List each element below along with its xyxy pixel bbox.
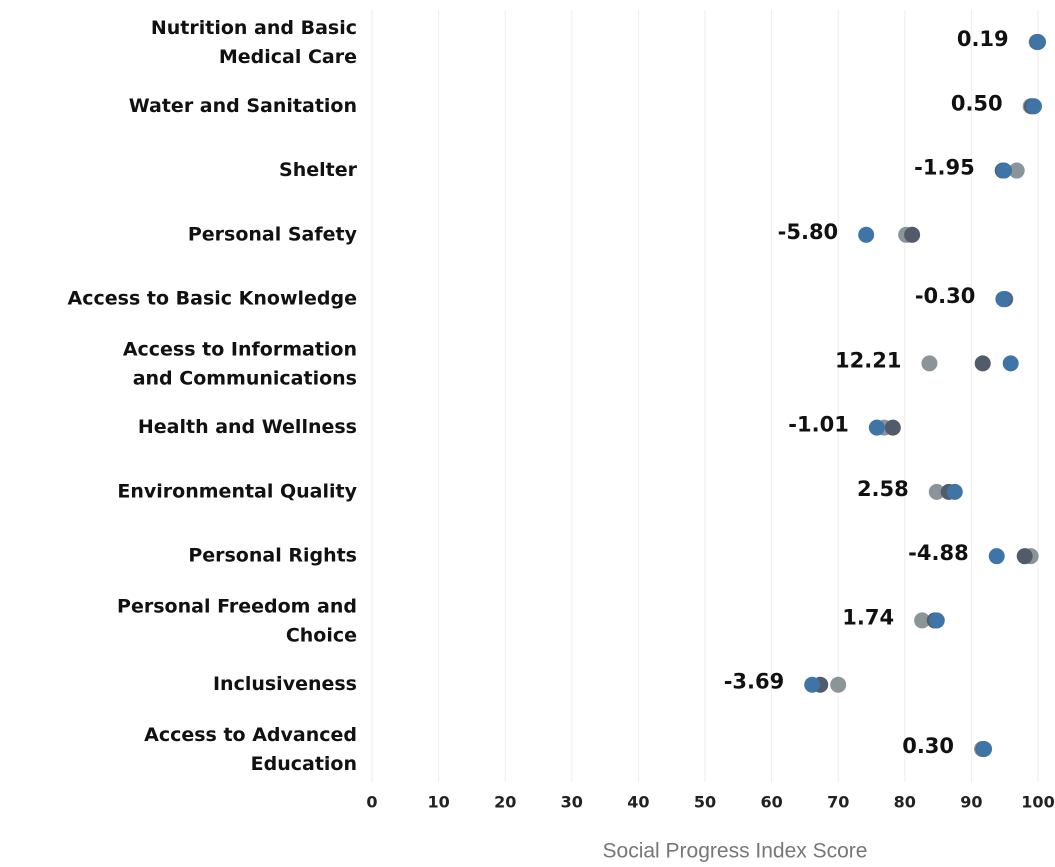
dot [830, 676, 847, 693]
dot [921, 355, 938, 372]
change-label: -0.30 [915, 284, 976, 308]
x-tick-label: 0 [366, 793, 377, 812]
change-label: 0.30 [902, 734, 954, 758]
x-tick-label: 10 [427, 793, 449, 812]
dot [1008, 162, 1025, 179]
change-label: 1.74 [842, 605, 894, 629]
change-label: 0.50 [951, 91, 1003, 115]
category-label: Access to Basic Knowledge [68, 288, 357, 310]
dot [995, 291, 1012, 308]
x-tick-label: 100 [1021, 793, 1054, 812]
x-tick-label: 30 [561, 793, 583, 812]
dot [928, 483, 945, 500]
dot [904, 226, 921, 243]
x-tick-label: 20 [494, 793, 516, 812]
change-label: -5.80 [778, 220, 839, 244]
category-label: Environmental Quality [117, 480, 357, 502]
category-label: Access to Advanced Education [144, 723, 357, 774]
dot [976, 740, 993, 757]
x-tick-label: 50 [694, 793, 716, 812]
x-tick-label: 40 [627, 793, 649, 812]
category-label: Personal Freedom and Choice [117, 595, 357, 646]
dot [974, 355, 991, 372]
change-label: 12.21 [835, 348, 901, 372]
x-tick-label: 70 [827, 793, 849, 812]
dot [946, 483, 963, 500]
dot [1016, 548, 1033, 565]
category-label: Access to Information and Communications [123, 338, 357, 389]
x-tick-label: 60 [760, 793, 782, 812]
category-label: Water and Sanitation [129, 95, 357, 117]
dot [868, 419, 885, 436]
dot [884, 419, 901, 436]
x-axis-title: Social Progress Index Score [603, 840, 868, 863]
category-label: Inclusiveness [213, 673, 357, 695]
change-label: -3.69 [724, 670, 785, 694]
change-label: 2.58 [857, 477, 909, 501]
dot [1002, 355, 1019, 372]
dot [858, 226, 875, 243]
dot [914, 612, 931, 629]
dot [996, 162, 1013, 179]
category-label: Health and Wellness [138, 416, 357, 438]
dot [928, 612, 945, 629]
category-label: Personal Safety [188, 223, 358, 245]
dot [1026, 98, 1043, 115]
change-label: -1.95 [914, 156, 975, 180]
x-tick-label: 80 [894, 793, 916, 812]
category-label: Nutrition and Basic Medical Care [151, 17, 357, 68]
dot [988, 548, 1005, 565]
x-tick-label: 90 [960, 793, 982, 812]
dot [804, 676, 821, 693]
category-label: Personal Rights [188, 545, 357, 567]
change-label: -4.88 [908, 541, 969, 565]
change-label: 0.19 [957, 27, 1009, 51]
change-label: -1.01 [788, 413, 849, 437]
category-label: Shelter [279, 159, 358, 181]
dot [1030, 34, 1046, 50]
